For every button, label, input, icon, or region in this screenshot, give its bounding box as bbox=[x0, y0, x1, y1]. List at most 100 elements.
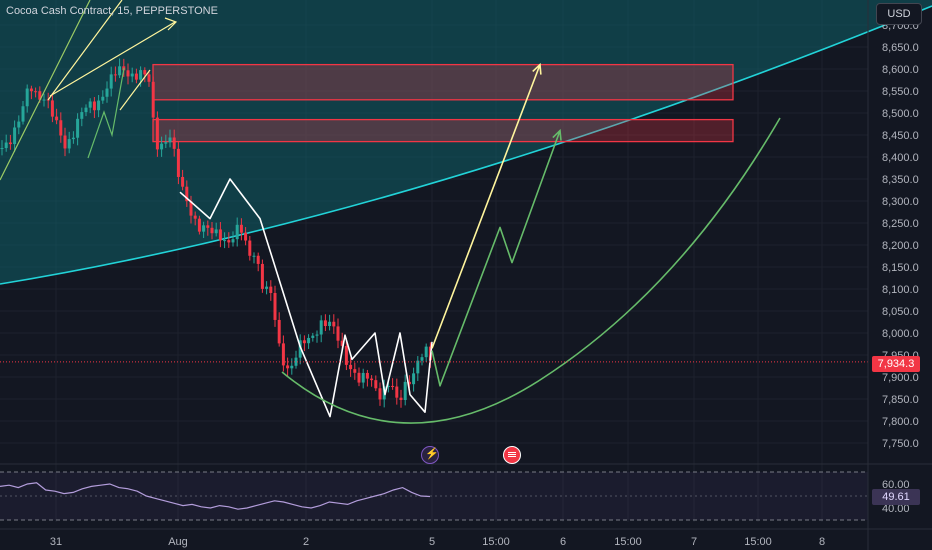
candle bbox=[160, 143, 164, 150]
price-tick-label: 8,000.0 bbox=[882, 328, 919, 340]
trend-line-green[interactable] bbox=[0, 0, 91, 181]
price-tick-label: 8,300.0 bbox=[882, 196, 919, 208]
resistance-zone-2[interactable] bbox=[152, 118, 734, 143]
candle bbox=[13, 127, 17, 145]
candle bbox=[290, 365, 294, 369]
candle bbox=[147, 74, 151, 82]
candle bbox=[118, 66, 122, 76]
rsi-line[interactable] bbox=[0, 482, 431, 510]
resistance-zone-1[interactable] bbox=[152, 63, 734, 101]
candle bbox=[365, 372, 369, 379]
candle bbox=[214, 229, 218, 234]
trend-line-yellow[interactable] bbox=[47, 0, 123, 101]
candle bbox=[113, 74, 117, 76]
projection-arrowhead bbox=[532, 62, 542, 75]
arrow-line-yellow-early[interactable] bbox=[49, 21, 176, 97]
candle bbox=[38, 91, 42, 100]
channel-curve-line[interactable] bbox=[0, 5, 932, 285]
candle bbox=[395, 386, 399, 398]
candle bbox=[231, 239, 235, 243]
candle bbox=[25, 88, 29, 107]
candle bbox=[21, 106, 25, 122]
candle bbox=[412, 373, 416, 385]
candle bbox=[17, 121, 21, 128]
candle bbox=[88, 101, 92, 108]
time-tick-label: 15:00 bbox=[614, 536, 642, 548]
candle bbox=[71, 137, 75, 140]
price-tick-label: 8,100.0 bbox=[882, 284, 919, 296]
us-flag-event-icon[interactable] bbox=[503, 446, 521, 464]
candle bbox=[181, 176, 185, 187]
candle bbox=[235, 224, 239, 240]
candle bbox=[286, 365, 290, 369]
candle bbox=[328, 321, 332, 327]
candle bbox=[4, 142, 8, 149]
candle bbox=[176, 148, 180, 177]
candle bbox=[353, 369, 357, 373]
price-tick-label: 8,050.0 bbox=[882, 306, 919, 318]
rsi-tick-label: 60.00 bbox=[882, 479, 910, 491]
candle bbox=[340, 340, 344, 346]
cup-curve-line[interactable] bbox=[281, 117, 781, 424]
candle bbox=[277, 319, 281, 344]
lightning-event-icon[interactable] bbox=[421, 446, 439, 464]
candle bbox=[130, 73, 134, 77]
candle bbox=[294, 357, 298, 366]
projection-path-green[interactable] bbox=[431, 130, 561, 387]
candle bbox=[311, 335, 315, 338]
candle bbox=[252, 255, 256, 257]
candle bbox=[239, 224, 243, 233]
zigzag-yellow-early[interactable] bbox=[119, 69, 151, 111]
time-tick-label: 15:00 bbox=[744, 536, 772, 548]
time-tick-label: 7 bbox=[691, 536, 697, 548]
price-tick-label: 8,550.0 bbox=[882, 86, 919, 98]
time-tick-label: 5 bbox=[429, 536, 435, 548]
arrowhead bbox=[164, 17, 178, 31]
candle bbox=[0, 148, 4, 150]
candle bbox=[143, 70, 147, 75]
candle bbox=[265, 286, 269, 289]
candle bbox=[256, 255, 260, 264]
candle bbox=[168, 137, 172, 143]
candle bbox=[202, 225, 206, 232]
candle bbox=[336, 326, 340, 341]
candle bbox=[164, 142, 168, 144]
candle bbox=[29, 88, 33, 92]
price-tick-label: 8,250.0 bbox=[882, 218, 919, 230]
candle bbox=[105, 88, 109, 97]
time-tick-label: Aug bbox=[168, 536, 188, 548]
candle bbox=[424, 346, 428, 358]
candle bbox=[92, 101, 96, 111]
candle bbox=[218, 229, 222, 241]
projection-arrowhead bbox=[552, 128, 562, 141]
candle bbox=[34, 91, 38, 93]
candle bbox=[172, 137, 176, 149]
candle bbox=[332, 321, 336, 327]
time-tick-label: 6 bbox=[560, 536, 566, 548]
candle bbox=[344, 345, 348, 365]
candle bbox=[298, 340, 302, 358]
currency-button[interactable]: USD bbox=[876, 3, 922, 25]
price-tick-label: 8,600.0 bbox=[882, 64, 919, 76]
price-tick-label: 8,650.0 bbox=[882, 42, 919, 54]
price-tick-label: 8,200.0 bbox=[882, 240, 919, 252]
candle bbox=[378, 388, 382, 400]
candle bbox=[244, 232, 248, 241]
last-price-label: 7,934.3 bbox=[872, 356, 920, 372]
candle bbox=[101, 96, 105, 101]
projection-path-white[interactable] bbox=[179, 178, 433, 418]
zigzag-green-early[interactable] bbox=[87, 67, 125, 159]
price-tick-label: 8,400.0 bbox=[882, 152, 919, 164]
candle bbox=[260, 263, 264, 289]
price-tick-label: 7,750.0 bbox=[882, 438, 919, 450]
candle bbox=[80, 112, 84, 119]
candle bbox=[50, 100, 54, 117]
candle bbox=[126, 70, 130, 77]
candle bbox=[407, 381, 411, 385]
projection-path-yellow[interactable] bbox=[431, 64, 541, 349]
symbol-title: Cocoa Cash Contract, 15, PEPPERSTONE bbox=[6, 5, 218, 17]
time-tick-label: 31 bbox=[50, 536, 62, 548]
candle bbox=[55, 116, 59, 121]
